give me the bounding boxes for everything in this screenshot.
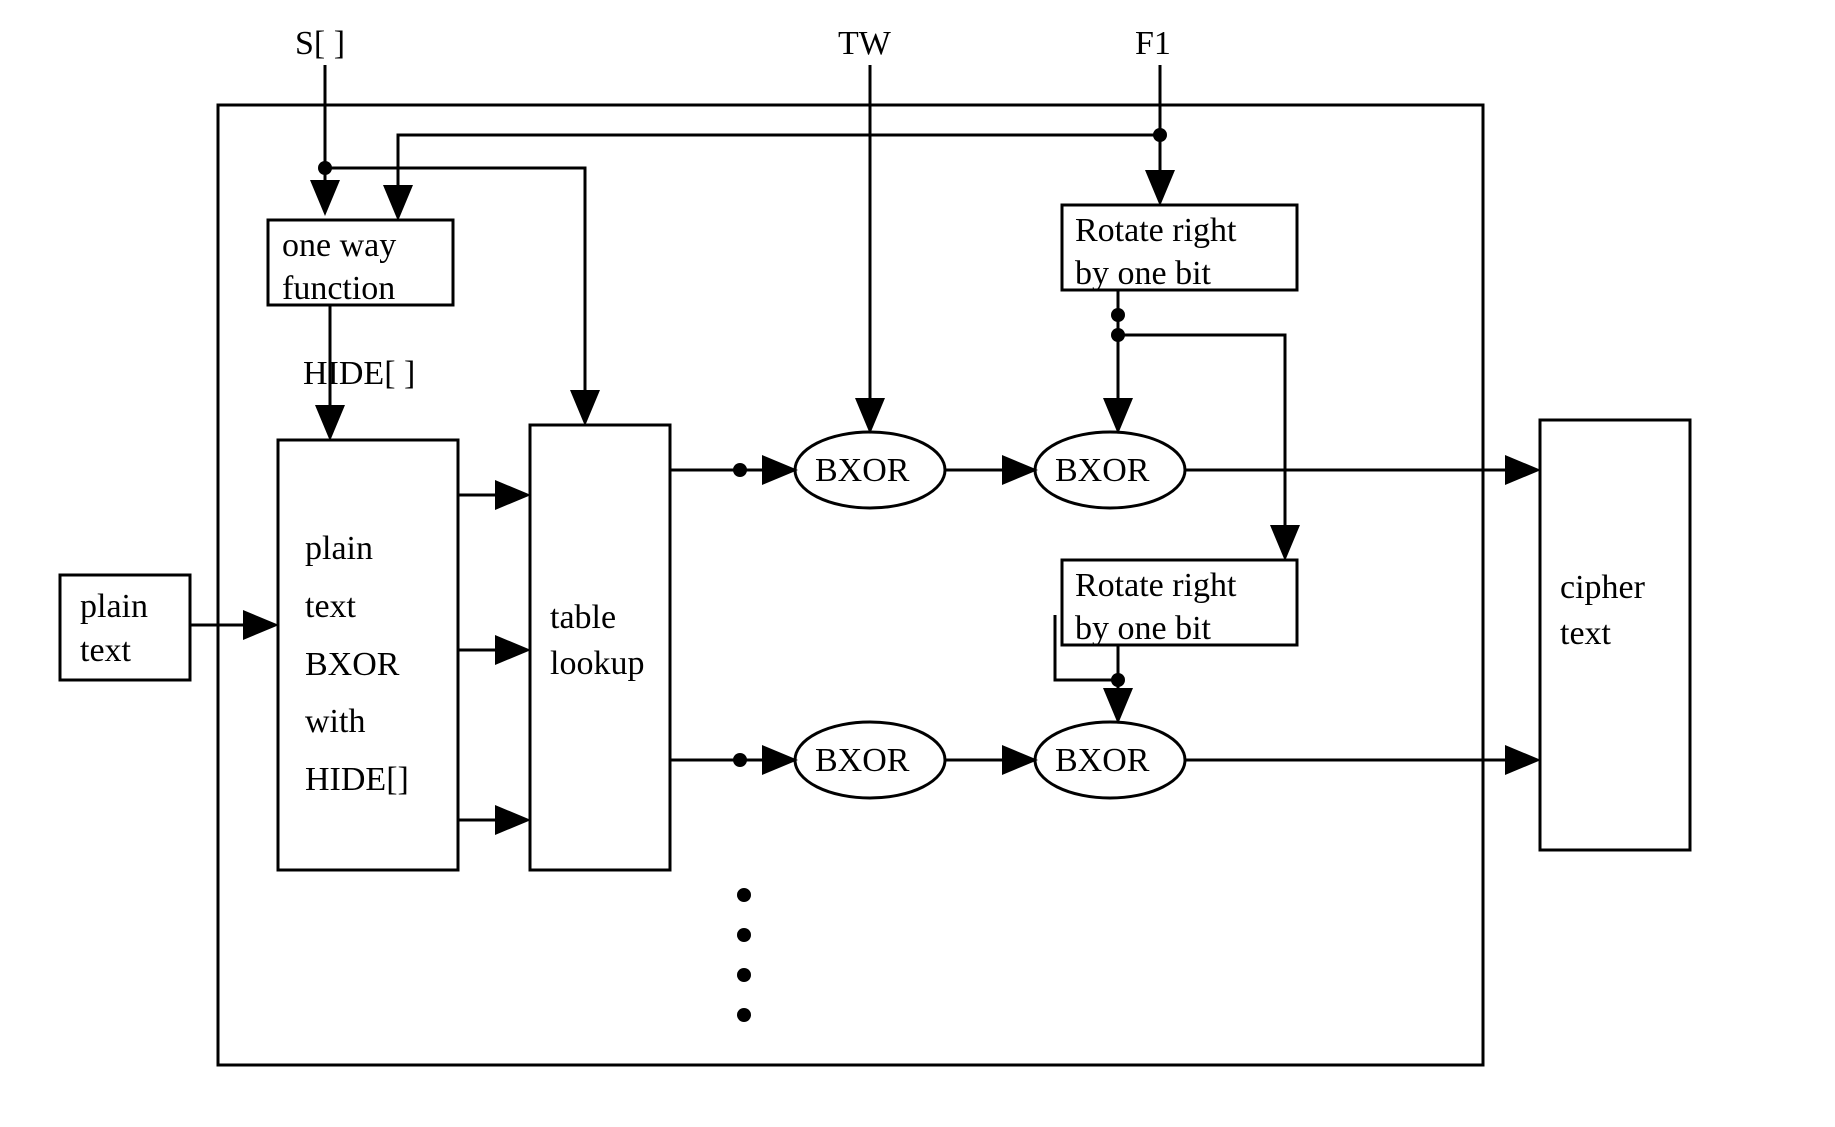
diagram-svg (0, 0, 1835, 1127)
continuation-dot (737, 928, 751, 942)
continuation-dot (737, 1008, 751, 1022)
edge-f1-to-oneway (398, 135, 1160, 215)
f1-input-label: F1 (1135, 25, 1171, 63)
bxor4-label: BXOR (1055, 742, 1149, 780)
s-input-label: S[ ] (295, 25, 345, 63)
bxor-hide-label: plain text BXOR with HIDE[] (305, 520, 409, 809)
continuation-dot (737, 968, 751, 982)
rotate1-label: Rotate right by one bit (1075, 210, 1236, 295)
continuation-dot (737, 888, 751, 902)
junction-dot (1111, 308, 1125, 322)
one-way-label: one way function (282, 225, 396, 310)
rotate2-label: Rotate right by one bit (1075, 565, 1236, 650)
bxor2-label: BXOR (1055, 452, 1149, 490)
tw-input-label: TW (838, 25, 891, 63)
bxor1-label: BXOR (815, 452, 909, 490)
bxor3-label: BXOR (815, 742, 909, 780)
hide-label: HIDE[ ] (303, 355, 415, 393)
cipher-flowchart: S[ ] TW F1 HIDE[ ] plain text one way fu… (0, 0, 1835, 1127)
plain-text-label: plain text (80, 585, 148, 673)
cipher-text-label: cipher text (1560, 565, 1645, 657)
junction-dot (733, 753, 747, 767)
table-lookup-label: table lookup (550, 595, 644, 687)
junction-dot (733, 463, 747, 477)
